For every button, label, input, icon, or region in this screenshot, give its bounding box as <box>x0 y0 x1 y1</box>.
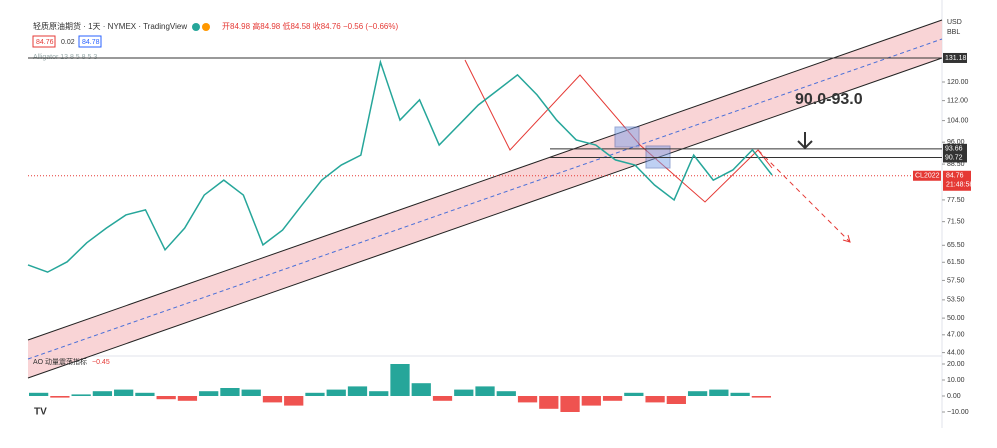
level-label: 131.18 <box>945 55 967 62</box>
zone-box <box>614 126 640 148</box>
osc-bar <box>539 396 559 409</box>
unit: BBL <box>947 29 960 36</box>
osc-bar <box>390 364 410 396</box>
price-tick-label: 88.50 <box>947 161 965 168</box>
spread: 0.02 <box>61 39 75 46</box>
osc-tick-label: 20.00 <box>947 361 965 368</box>
level-box <box>943 143 967 154</box>
status-dot <box>202 23 210 31</box>
osc-bar <box>581 396 601 406</box>
level-label: 90.72 <box>945 154 963 161</box>
osc-bar <box>71 394 91 396</box>
osc-bar <box>687 391 708 396</box>
price-tick-label: 53.50 <box>947 297 965 304</box>
price-tick-label: 50.00 <box>947 315 965 322</box>
osc-bar <box>411 383 431 396</box>
osc-bar <box>326 389 346 396</box>
current-box <box>913 170 941 181</box>
osc-bar <box>560 396 580 412</box>
osc-bar <box>475 386 495 396</box>
arrow-down <box>797 132 813 150</box>
osc-bar <box>624 392 644 396</box>
price-tick-label: 120.00 <box>947 79 969 86</box>
status-dot <box>192 23 200 31</box>
price-tick-label: 44.00 <box>947 349 965 356</box>
price-line <box>27 59 773 273</box>
channel-top <box>27 19 943 341</box>
osc-bar <box>284 396 304 406</box>
osc-bar <box>645 396 665 403</box>
price-tick-label: 65.50 <box>947 242 965 249</box>
level-box <box>943 52 967 63</box>
indicator: Alligator 13 8 5 8 5 3 <box>33 54 97 61</box>
osc-bar <box>432 396 453 401</box>
osc-label: AO 动量震荡指标 <box>33 357 87 366</box>
osc-bar <box>730 392 750 396</box>
price-tick-label: 61.50 <box>947 259 965 266</box>
osc-bar <box>92 391 113 396</box>
osc-bar <box>199 391 219 396</box>
bid: 84.76 <box>36 39 54 46</box>
channel-mid <box>27 38 943 360</box>
price-tick-label: 47.00 <box>947 332 965 339</box>
osc-value: −0.45 <box>92 359 110 366</box>
projection <box>757 149 851 243</box>
osc-bar <box>454 389 474 396</box>
symbol: 轻质原油期货 · 1天 · NYMEX · TradingView <box>33 21 187 31</box>
current-box <box>943 170 971 191</box>
osc-bar <box>241 389 261 396</box>
osc-bar <box>517 396 538 403</box>
level-box <box>943 152 967 163</box>
bid-box <box>32 35 56 48</box>
osc-bar <box>347 386 368 396</box>
osc-bar <box>114 389 134 396</box>
ohlc: 开84.98 高84.98 低84.58 收84.76 −0.56 (−0.66… <box>222 21 398 31</box>
price-tick-label: 57.50 <box>947 277 965 284</box>
price-tick-label: 104.00 <box>947 117 969 124</box>
osc-bar <box>305 392 325 396</box>
logo: TV <box>34 407 47 418</box>
annotation: 90.0-93.0 <box>795 91 863 108</box>
price-tick-label: 112.00 <box>947 97 968 104</box>
current-symbol: CL2022 <box>915 173 940 180</box>
channel-bottom <box>27 57 943 379</box>
osc-bar <box>50 396 70 398</box>
osc-bar <box>177 396 198 401</box>
level-label: 93.66 <box>945 146 963 153</box>
osc-bar <box>751 396 771 398</box>
countdown: 21:48:58 <box>946 182 973 189</box>
osc-bar <box>135 392 155 396</box>
osc-bar <box>666 396 686 404</box>
osc-bar <box>220 388 240 396</box>
currency: USD <box>947 19 962 26</box>
osc-bar <box>602 396 623 401</box>
osc-bar <box>496 391 516 396</box>
osc-bar <box>262 396 283 403</box>
price-tick-label: 77.50 <box>947 197 965 204</box>
ask-box <box>78 35 102 48</box>
osc-bar <box>709 389 729 396</box>
ask: 84.78 <box>82 39 100 46</box>
projection-head <box>842 234 851 243</box>
osc-bar <box>29 392 49 396</box>
osc-tick-label: −10.00 <box>947 409 969 416</box>
price-tick-label: 96.00 <box>947 139 965 146</box>
osc-tick-label: 0.00 <box>947 393 961 400</box>
price-tick-label: 71.50 <box>947 218 965 225</box>
current-label: 84.76 <box>946 173 964 180</box>
osc-bar <box>156 396 176 400</box>
osc-bar <box>369 391 389 396</box>
osc-tick-label: 10.00 <box>947 377 965 384</box>
